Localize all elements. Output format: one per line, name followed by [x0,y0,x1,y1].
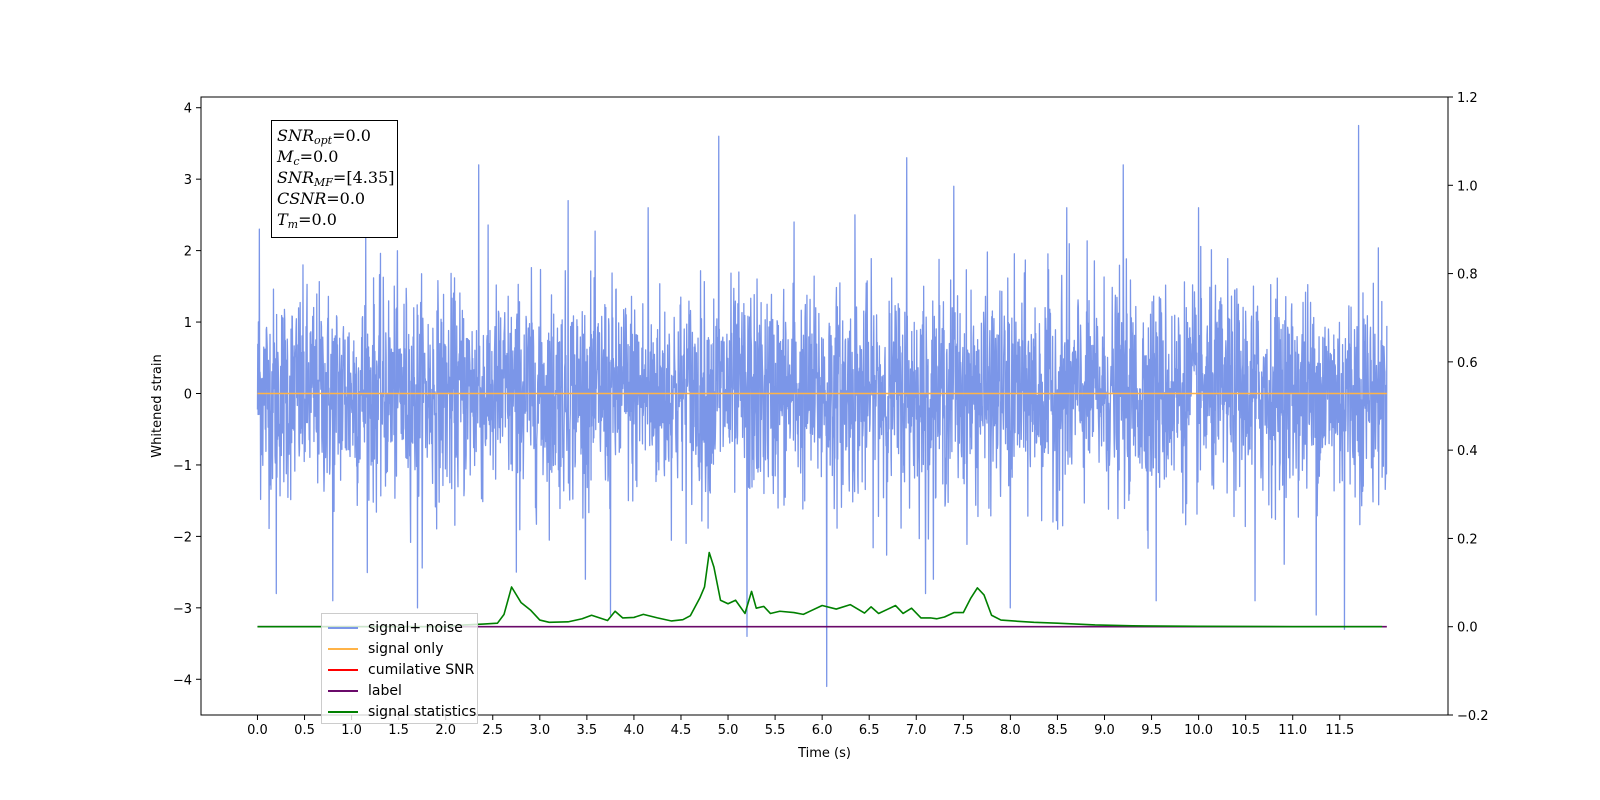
legend: signal+ noise signal only cumilative SNR la… [321,613,478,724]
y-axis-right: −0.2 0.0 0.2 0.4 0.6 0.8 1.0 1.2 [1448,91,1489,724]
annotation-value: =0.0 [332,126,371,145]
x-tick-label: 9.5 [1141,723,1162,738]
annotation-name: M [277,147,294,166]
x-tick-label: 6.5 [859,723,880,738]
annotation-line: Mc=0.0 [277,146,392,167]
y-tick-label: 1 [184,316,192,331]
x-tick-label: 5.0 [718,723,739,738]
annotation-box: SNRopt=0.0 Mc=0.0 SNRMF=[4.35] CSNR=0.0 Tm=0… [271,120,398,238]
x-tick-label: 1.0 [341,723,362,738]
legend-swatch [328,668,358,671]
legend-item: signal only [328,638,471,659]
x-tick-label: 7.5 [953,723,974,738]
y2-tick-label: 0.4 [1457,444,1478,459]
y2-tick-label: 0.2 [1457,532,1478,547]
x-tick-label: 7.0 [906,723,927,738]
x-tick-label: 3.0 [529,723,550,738]
series-layer [256,124,1388,688]
annotation-value: =0.0 [299,147,339,166]
legend-swatch [328,689,358,692]
x-tick-label: 6.0 [812,723,833,738]
legend-swatch [328,626,358,629]
y-tick-label: −4 [173,673,192,688]
annotation-name: T [277,210,288,229]
legend-swatch [328,710,358,713]
x-tick-label: 10.0 [1184,723,1213,738]
x-tick-label: 11.0 [1278,723,1307,738]
x-tick-label: 1.5 [388,723,409,738]
legend-label: signal only [368,640,444,657]
y2-tick-label: −0.2 [1457,709,1489,724]
x-tick-label: 3.5 [577,723,598,738]
x-tick-label: 8.0 [1000,723,1021,738]
annotation-subscript: c [293,155,300,168]
x-tick-label: 11.5 [1325,723,1354,738]
annotation-name: CSNR [277,189,327,208]
annotation-line: Tm=0.0 [277,209,392,230]
legend-item: cumilative SNR [328,659,475,680]
x-tick-label: 0.0 [247,723,268,738]
y-tick-label: 3 [184,173,192,188]
y-tick-label: 2 [184,245,192,260]
y2-tick-label: 0.8 [1457,268,1478,283]
legend-item: label [328,680,471,701]
x-tick-label: 2.5 [482,723,503,738]
series-line-0 [256,124,1388,688]
annotation-value: =0.0 [298,210,337,229]
y-tick-label: −3 [173,602,192,617]
x-axis: 0.0 0.5 1.0 1.5 2.0 2.5 3.0 3.5 4.0 4.5 5.0 5.5 6.0 6… [247,715,1354,738]
y-tick-label: 0 [184,387,192,402]
y-tick-label: −2 [173,530,192,545]
y-tick-label: −1 [173,459,192,474]
y-axis-left: −4 −3 −2 −1 0 1 2 3 4 [173,102,201,688]
legend-item: signal+ noise [328,617,471,638]
legend-label: signal statistics [368,703,477,720]
x-tick-label: 4.5 [671,723,692,738]
x-tick-label: 8.5 [1047,723,1068,738]
annotation-subscript: MF [314,176,333,189]
annotation-line: CSNR=0.0 [277,188,392,209]
legend-label: label [368,682,402,699]
y2-tick-label: 1.0 [1457,179,1478,194]
y2-tick-label: 1.2 [1457,91,1478,106]
x-tick-label: 2.0 [435,723,456,738]
legend-swatch [328,647,358,650]
plot-frame [200,96,1449,716]
y2-tick-label: 0.0 [1457,621,1478,636]
legend-label: cumilative SNR [368,661,475,678]
x-axis-label: Time (s) [797,746,851,761]
legend-label: signal+ noise [368,619,463,636]
y-tick-label: 4 [184,102,192,117]
annotation-line: SNRMF=[4.35] [277,167,395,189]
y-axis-label: Whitened strain [150,354,165,457]
annotation-name: SNR [277,168,315,187]
x-tick-label: 4.0 [624,723,645,738]
legend-item: signal statistics [328,701,476,722]
annotation-line: SNRopt=0.0 [277,125,392,146]
x-tick-label: 10.5 [1231,723,1260,738]
x-tick-label: 0.5 [294,723,315,738]
annotation-value: =0.0 [326,189,366,208]
x-tick-label: 5.5 [765,723,786,738]
annotation-name: SNR [277,126,315,145]
annotation-subscript: opt [314,134,333,147]
series-line-4 [257,551,1383,628]
annotation-subscript: m [287,218,299,231]
y2-tick-label: 0.6 [1457,356,1478,371]
annotation-value: =[4.35] [332,168,395,187]
x-tick-label: 9.0 [1094,723,1115,738]
